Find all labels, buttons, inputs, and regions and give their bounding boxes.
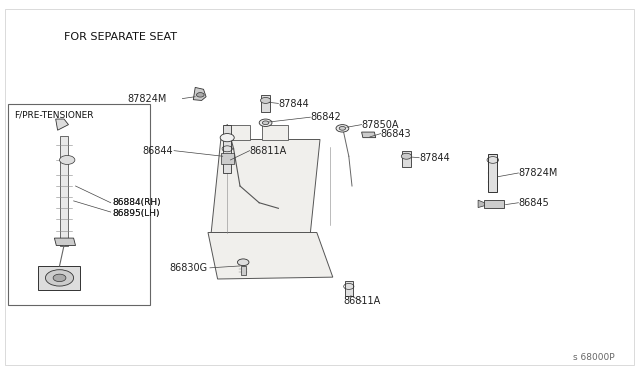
- Polygon shape: [224, 125, 250, 140]
- Bar: [38, 266, 80, 290]
- Text: 86830G: 86830G: [170, 263, 208, 273]
- Circle shape: [220, 134, 234, 142]
- Polygon shape: [326, 125, 352, 140]
- Polygon shape: [314, 140, 419, 225]
- Text: 87844: 87844: [278, 99, 309, 109]
- Circle shape: [53, 274, 66, 282]
- Polygon shape: [484, 200, 504, 208]
- Circle shape: [260, 97, 271, 103]
- Text: F/PRE-TENSIONER: F/PRE-TENSIONER: [14, 111, 93, 120]
- Circle shape: [401, 153, 412, 159]
- Polygon shape: [60, 136, 68, 246]
- Text: 86845: 86845: [518, 198, 549, 208]
- Text: 86895(LH): 86895(LH): [112, 209, 159, 218]
- Text: 86842: 86842: [310, 112, 341, 122]
- Polygon shape: [54, 238, 76, 246]
- Polygon shape: [193, 87, 206, 100]
- Polygon shape: [261, 95, 270, 112]
- Text: 87844: 87844: [419, 153, 450, 163]
- Polygon shape: [262, 125, 288, 140]
- Polygon shape: [345, 281, 353, 296]
- Circle shape: [339, 126, 346, 130]
- Text: 87824M: 87824M: [518, 168, 558, 178]
- Text: 86884(RH): 86884(RH): [112, 198, 161, 207]
- Polygon shape: [56, 119, 68, 130]
- Circle shape: [259, 119, 272, 126]
- Polygon shape: [208, 232, 333, 279]
- Text: 87850A: 87850A: [362, 120, 399, 129]
- Circle shape: [262, 121, 269, 125]
- Text: FOR SEPARATE SEAT: FOR SEPARATE SEAT: [64, 32, 177, 42]
- Bar: [8, 104, 150, 305]
- Text: 86811A: 86811A: [250, 146, 287, 155]
- Polygon shape: [223, 125, 231, 173]
- Text: 86843: 86843: [381, 129, 412, 139]
- Polygon shape: [362, 125, 387, 140]
- Circle shape: [60, 155, 75, 164]
- Polygon shape: [402, 151, 411, 167]
- Polygon shape: [241, 266, 246, 275]
- Polygon shape: [314, 225, 429, 268]
- Circle shape: [196, 93, 204, 97]
- Circle shape: [336, 125, 349, 132]
- Polygon shape: [211, 140, 320, 232]
- Polygon shape: [362, 132, 376, 138]
- Circle shape: [45, 270, 74, 286]
- Text: 86844: 86844: [142, 146, 173, 155]
- Text: 86895(LH): 86895(LH): [112, 209, 159, 218]
- Polygon shape: [488, 154, 497, 192]
- Text: 86811A: 86811A: [343, 296, 380, 306]
- Text: s 68000P: s 68000P: [573, 353, 614, 362]
- Text: 87824M: 87824M: [127, 94, 166, 103]
- Circle shape: [237, 259, 249, 266]
- Text: 86884(RH): 86884(RH): [112, 198, 161, 207]
- Polygon shape: [221, 153, 234, 164]
- Polygon shape: [478, 200, 484, 208]
